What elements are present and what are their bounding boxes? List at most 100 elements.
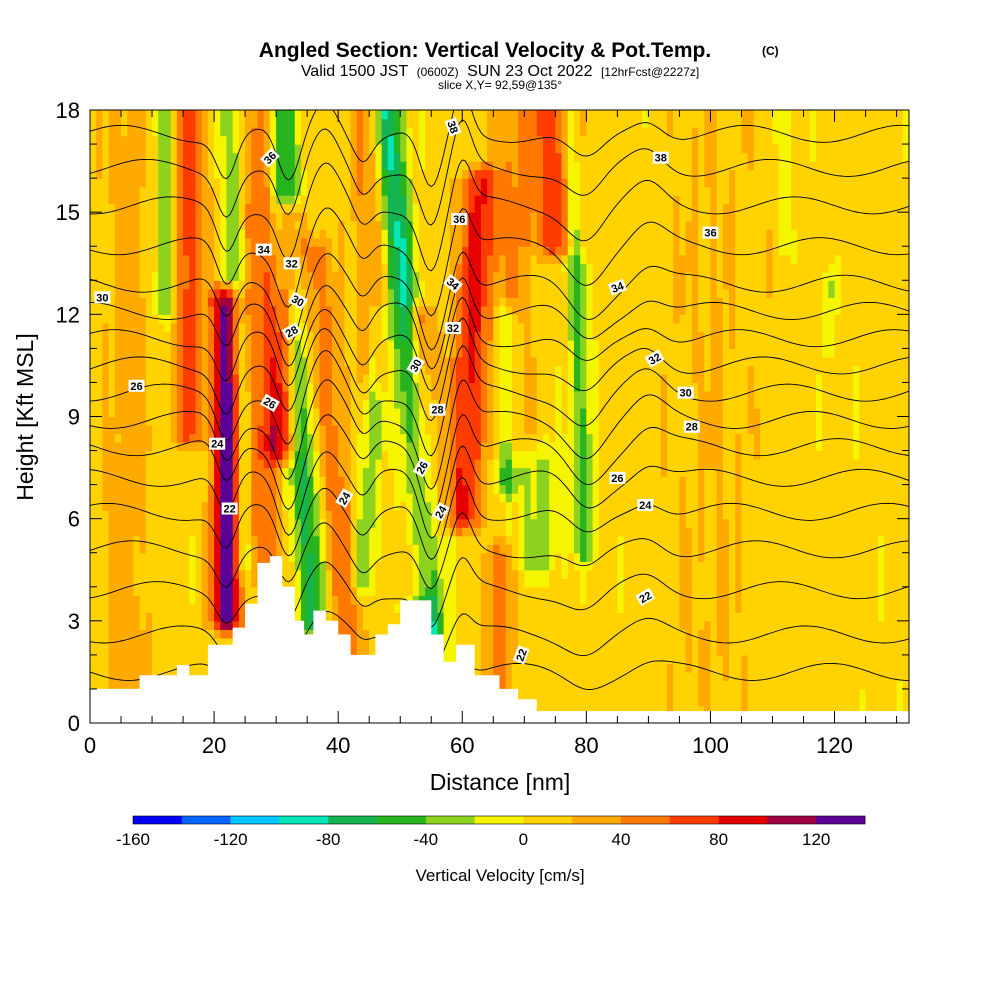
velocity-cell [269, 459, 277, 469]
velocity-cell [617, 110, 625, 537]
velocity-cell [747, 169, 755, 367]
velocity-cell [716, 297, 724, 656]
velocity-cell [704, 186, 712, 392]
velocity-cell [530, 433, 538, 452]
velocity-cell [257, 425, 265, 460]
velocity-cell [462, 518, 470, 528]
subtitle-date: SUN 23 Oct 2022 [467, 63, 593, 80]
velocity-cell [207, 288, 215, 298]
velocity-cell [363, 373, 370, 401]
contour-label-text: 32 [447, 323, 459, 335]
velocity-cell [443, 527, 451, 537]
contour-label-bg [287, 291, 308, 310]
velocity-cell [269, 450, 277, 460]
velocity-cell [511, 501, 519, 571]
velocity-cell [400, 161, 408, 196]
velocity-cell [468, 527, 476, 537]
velocity-cell [158, 322, 166, 723]
velocity-cell [406, 442, 414, 494]
velocity-cell [691, 382, 699, 723]
velocity-cell [524, 569, 532, 588]
contour-label-text: 36 [453, 214, 465, 226]
colorbar-swatch [572, 816, 622, 824]
velocity-cell [300, 237, 308, 256]
velocity-cell [381, 169, 389, 196]
velocity-cell [369, 305, 376, 358]
velocity-cell [462, 178, 470, 247]
velocity-cell [474, 195, 482, 332]
velocity-cell [468, 518, 476, 528]
velocity-cell [232, 373, 240, 579]
colorbar-swatch [474, 816, 524, 824]
velocity-cell [853, 459, 860, 723]
velocity-cell [313, 493, 321, 537]
velocity-cell [555, 552, 563, 723]
velocity-cell [815, 450, 823, 723]
velocity-cell [729, 169, 736, 349]
velocity-cell [487, 110, 494, 162]
contour-label-text: 30 [96, 292, 108, 304]
velocity-cell [580, 407, 587, 562]
velocity-cell [282, 390, 290, 452]
velocity-cell [511, 186, 519, 298]
velocity-cell [425, 586, 432, 596]
velocity-cell [778, 110, 786, 256]
velocity-cell [511, 493, 519, 503]
velocity-cell [524, 246, 532, 435]
velocity-cell [381, 450, 389, 707]
velocity-cell [536, 135, 544, 247]
colorbar-tick-label: 0 [519, 830, 528, 849]
velocity-cell [114, 110, 122, 435]
velocity-cell [418, 322, 426, 367]
velocity-cell [363, 110, 370, 375]
colorbar-swatch [621, 816, 671, 824]
colorbar-swatch [328, 816, 378, 824]
velocity-cell [145, 450, 153, 613]
velocity-cell [226, 629, 234, 639]
velocity-cell [561, 178, 569, 256]
velocity-cell [474, 459, 482, 528]
velocity-cell [269, 195, 277, 213]
velocity-cell [220, 629, 228, 639]
velocity-cell [350, 110, 358, 222]
velocity-cell [468, 178, 476, 213]
velocity-cell [704, 620, 712, 723]
velocity-cell [586, 569, 594, 723]
velocity-cell [344, 110, 352, 367]
velocity-cell [437, 110, 445, 332]
chart-title: Angled Section: Vertical Velocity & Pot.… [259, 39, 711, 62]
velocity-cell [269, 425, 277, 452]
velocity-cell [896, 680, 904, 723]
velocity-cell [623, 110, 631, 723]
velocity-cell [319, 110, 327, 230]
velocity-cell [456, 263, 463, 358]
contour-label: 38 [444, 117, 462, 137]
velocity-cell [300, 544, 308, 630]
velocity-cell [704, 390, 712, 469]
velocity-cell [375, 110, 383, 145]
velocity-cell [468, 161, 476, 171]
velocity-cell [425, 373, 432, 435]
velocity-cell [325, 305, 333, 511]
contour-label-text: 36 [704, 228, 716, 240]
velocity-cell [282, 450, 290, 460]
velocity-cell [313, 237, 321, 247]
velocity-cell [282, 510, 290, 588]
velocity-cell [704, 110, 712, 188]
contour-label: 36 [702, 226, 719, 240]
velocity-cell [313, 246, 321, 290]
velocity-cell [592, 339, 600, 562]
velocity-cell [449, 527, 457, 537]
velocity-cell [524, 467, 532, 571]
velocity-cell [437, 578, 445, 613]
velocity-cell [474, 331, 482, 460]
velocity-cell [356, 586, 364, 596]
velocity-cell [307, 246, 314, 273]
velocity-cell [716, 110, 724, 298]
velocity-cell [121, 135, 128, 707]
velocity-cell [363, 629, 370, 665]
contour-label: 28 [281, 322, 302, 341]
velocity-cell [524, 450, 532, 469]
velocity-cell [518, 467, 525, 486]
velocity-cell [902, 161, 909, 723]
